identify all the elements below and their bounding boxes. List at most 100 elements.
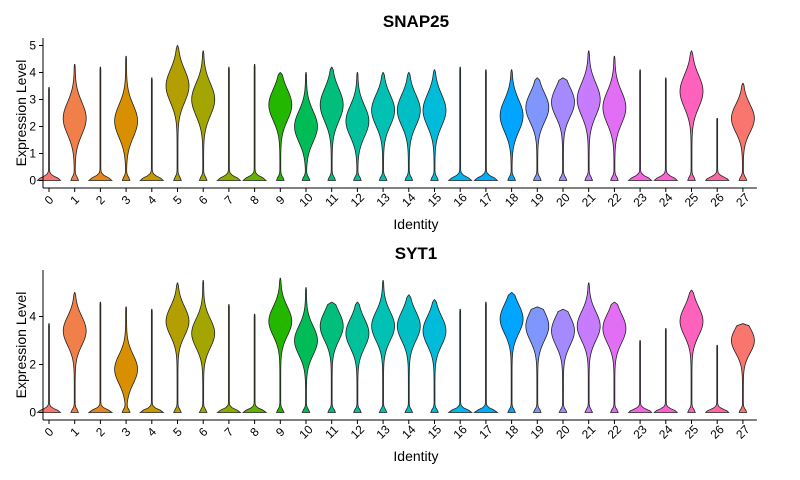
violin-16: [447, 308, 473, 413]
violin-16: [447, 66, 473, 181]
violin-10: [294, 287, 318, 413]
violin-20: [551, 77, 575, 181]
violin-11: [319, 66, 344, 181]
x-tick-label: 18: [502, 422, 522, 442]
x-tick-label: 27: [733, 422, 753, 442]
y-tick-label: 0: [29, 174, 36, 188]
x-tick-label: 16: [451, 422, 471, 442]
y-tick-label: 0: [29, 406, 36, 420]
x-tick-label: 26: [708, 422, 728, 442]
violin-2: [87, 66, 113, 181]
violin-26: [704, 344, 730, 413]
violin-24: [653, 77, 679, 181]
x-tick-label: 26: [708, 190, 728, 210]
x-tick-label: 6: [196, 424, 211, 439]
x-tick-label: 15: [425, 190, 445, 210]
violin-17: [473, 69, 499, 181]
violin-22: [602, 301, 627, 413]
violin-8: [242, 64, 268, 181]
violin-4: [139, 77, 165, 181]
x-tick-label: 22: [605, 190, 625, 210]
x-tick-label: 9: [273, 192, 288, 207]
x-tick-label: 22: [605, 422, 625, 442]
x-tick-label: 4: [144, 192, 159, 207]
x-tick-label: 12: [348, 422, 368, 442]
violin-21: [576, 282, 601, 413]
violin-14: [396, 294, 421, 413]
violin-22: [602, 55, 627, 181]
y-tick-label: 4: [29, 66, 36, 80]
x-tick-label: 23: [630, 422, 650, 442]
x-tick-label: 24: [656, 422, 676, 442]
violin-24: [653, 328, 679, 413]
violin-15: [422, 299, 447, 413]
x-tick-label: 0: [42, 424, 57, 439]
x-tick-label: 14: [399, 190, 419, 210]
violin-19: [525, 77, 550, 181]
violin-7: [216, 66, 242, 181]
violin-8: [241, 313, 268, 413]
violin-0: [36, 323, 62, 413]
x-tick-label: 27: [733, 190, 753, 210]
x-tick-label: 1: [67, 192, 82, 207]
x-tick-label: 5: [170, 192, 185, 207]
x-tick-label: 8: [247, 192, 262, 207]
violin-1: [62, 64, 87, 181]
violin-6: [191, 280, 216, 413]
violin-5: [165, 282, 190, 413]
violin-17: [473, 301, 499, 413]
y-axis-label: Expression Level: [13, 292, 29, 399]
x-tick-label: 17: [476, 422, 496, 442]
x-tick-label: 11: [322, 190, 341, 209]
y-tick-label: 4: [29, 310, 36, 324]
x-tick-label: 9: [273, 424, 288, 439]
violin-3: [114, 55, 139, 181]
x-tick-label: 1: [67, 424, 82, 439]
x-tick-label: 19: [528, 190, 548, 210]
y-tick-label: 1: [29, 147, 36, 161]
violin-group: [36, 277, 755, 413]
violin-4: [139, 308, 165, 413]
x-tick-label: 4: [144, 424, 159, 439]
x-tick-label: 24: [656, 190, 676, 210]
x-axis-label: Identity: [393, 448, 438, 464]
y-axis-label: Expression Level: [13, 60, 29, 167]
violin-21: [576, 50, 601, 181]
violin-9: [268, 277, 293, 413]
x-tick-label: 3: [119, 424, 134, 439]
x-tick-label: 19: [528, 422, 548, 442]
violin-2: [87, 301, 114, 413]
violin-12: [345, 301, 370, 413]
violin-25: [679, 50, 704, 181]
violin-14: [396, 72, 421, 181]
x-tick-label: 2: [93, 424, 108, 439]
x-axis-label: Identity: [393, 216, 438, 232]
violin-10: [294, 72, 318, 181]
x-tick-label: 5: [170, 424, 185, 439]
violin-12: [345, 72, 370, 181]
violin-11: [319, 301, 344, 413]
x-tick-label: 23: [630, 190, 650, 210]
violin-7: [216, 304, 242, 413]
violin-26: [704, 118, 730, 181]
x-tick-label: 8: [247, 424, 262, 439]
x-tick-label: 2: [93, 192, 108, 207]
x-tick-label: 20: [553, 190, 573, 210]
x-tick-label: 17: [476, 190, 496, 210]
violin-13: [371, 280, 396, 413]
x-tick-label: 12: [348, 190, 368, 210]
violin-23: [627, 69, 653, 181]
x-tick-label: 10: [296, 190, 316, 210]
x-tick-label: 16: [451, 190, 471, 210]
x-tick-label: 21: [579, 190, 599, 210]
x-tick-label: 0: [42, 192, 57, 207]
x-tick-label: 18: [502, 190, 522, 210]
panel-snap25: SNAP25 Expression Level Identity 0123450…: [13, 12, 757, 232]
x-tick-label: 13: [373, 190, 393, 210]
x-tick-label: 7: [222, 424, 237, 439]
x-tick-label: 13: [373, 422, 393, 442]
y-tick-label: 3: [29, 93, 36, 107]
violin-5: [165, 45, 190, 181]
